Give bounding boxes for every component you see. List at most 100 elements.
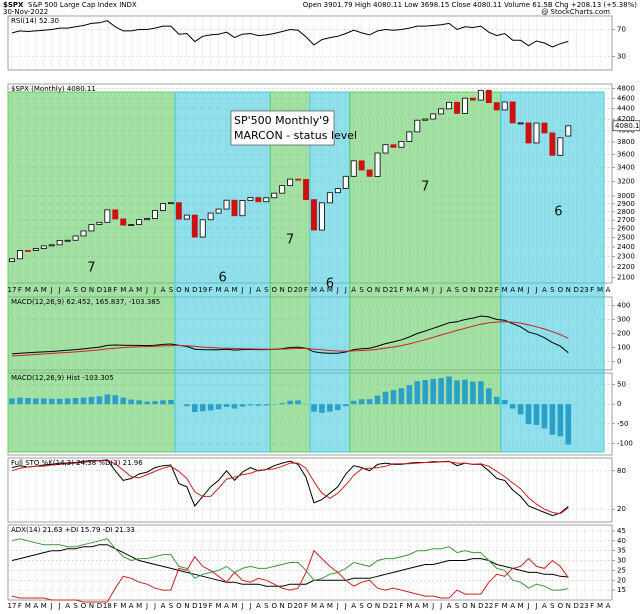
candle bbox=[199, 219, 206, 238]
candle bbox=[128, 224, 135, 226]
x-tick-label: M bbox=[422, 286, 428, 294]
x-tick-label: N bbox=[375, 286, 380, 294]
x-tick-label: M bbox=[136, 602, 142, 610]
candle bbox=[80, 230, 87, 237]
candle bbox=[183, 214, 190, 220]
x-tick-label: D bbox=[192, 286, 197, 294]
candle bbox=[136, 219, 143, 225]
candle bbox=[549, 132, 556, 156]
candle bbox=[334, 188, 341, 194]
candle bbox=[454, 101, 460, 114]
candle bbox=[40, 245, 47, 249]
hist-bar bbox=[9, 398, 15, 405]
x-tick-label: M bbox=[216, 286, 222, 294]
hist-bar bbox=[327, 404, 333, 412]
x-tick-label: J bbox=[534, 602, 537, 610]
x-tick-label: F bbox=[18, 286, 22, 294]
credit: @ StockCharts.com bbox=[541, 8, 610, 16]
candle bbox=[525, 122, 532, 144]
hist-bar bbox=[33, 398, 39, 405]
y-tick-label: -100 bbox=[617, 439, 633, 447]
candle bbox=[72, 235, 79, 241]
x-tick-label: A bbox=[447, 602, 452, 610]
hist-bar bbox=[17, 397, 23, 405]
y-tick-label: 20 bbox=[617, 576, 626, 584]
x-tick-label: 19 bbox=[198, 286, 207, 294]
hist-bar bbox=[342, 404, 349, 407]
hist-bar bbox=[72, 397, 79, 405]
x-tick-label: J bbox=[336, 286, 339, 294]
x-tick-label: O bbox=[81, 602, 87, 610]
candle bbox=[326, 192, 333, 204]
candle bbox=[48, 244, 55, 247]
hist-bar bbox=[438, 378, 444, 405]
x-tick-label: 17 bbox=[8, 602, 17, 610]
x-tick-label: M bbox=[25, 602, 31, 610]
date: 30-Nov-2022 bbox=[3, 8, 48, 16]
y-tick-label: 3600 bbox=[617, 150, 635, 158]
indicator-line bbox=[11, 538, 569, 591]
annotation-box bbox=[230, 110, 335, 146]
candle bbox=[56, 240, 63, 246]
hist-bar bbox=[565, 404, 572, 445]
x-tick-label: S bbox=[455, 286, 460, 294]
x-tick-label: A bbox=[256, 602, 261, 610]
x-tick-label: 20 bbox=[294, 286, 303, 294]
hist-bar bbox=[390, 390, 397, 405]
y-tick-label: 30 bbox=[617, 557, 626, 565]
candle bbox=[366, 169, 373, 177]
y-tick-label: 3000 bbox=[617, 192, 635, 200]
candle bbox=[541, 122, 548, 134]
x-tick-label: 20 bbox=[294, 602, 303, 610]
hist-bar bbox=[88, 396, 95, 405]
y-tick-label: 300 bbox=[617, 315, 630, 323]
x-tick-label: M bbox=[518, 286, 524, 294]
x-tick-label: 23 bbox=[580, 286, 589, 294]
zone bbox=[309, 91, 351, 453]
hist-bar bbox=[422, 380, 429, 405]
x-tick-label: N bbox=[184, 602, 189, 610]
x-tick-label: S bbox=[169, 602, 174, 610]
x-tick-label: J bbox=[240, 286, 243, 294]
hist-bar bbox=[48, 398, 55, 405]
annotation: MARCON - status level bbox=[234, 129, 357, 142]
x-tick-label: S bbox=[455, 602, 460, 610]
y-tick-label: 2900 bbox=[617, 200, 635, 208]
x-tick-label: F bbox=[304, 602, 308, 610]
hist-bar bbox=[509, 404, 516, 409]
candle bbox=[104, 209, 111, 223]
x-tick-label: J bbox=[50, 602, 53, 610]
x-tick-label: A bbox=[320, 602, 325, 610]
x-tick-label: M bbox=[597, 286, 603, 294]
candle bbox=[414, 119, 421, 133]
x-tick-label: S bbox=[73, 286, 78, 294]
x-tick-label: N bbox=[280, 602, 285, 610]
x-tick-label: A bbox=[65, 286, 70, 294]
x-tick-label: J bbox=[439, 286, 442, 294]
candle bbox=[64, 239, 71, 242]
x-tick-label: M bbox=[120, 286, 126, 294]
panel-title: RSI(14) 52.30 bbox=[11, 17, 59, 25]
x-tick-label: N bbox=[375, 602, 380, 610]
candle bbox=[271, 192, 278, 199]
candle bbox=[438, 108, 445, 115]
symbol: $SPX bbox=[3, 1, 24, 9]
candle bbox=[223, 199, 230, 210]
x-tick-label: F bbox=[495, 602, 499, 610]
panel-title: MACD(12,26,9) Hist -103.305 bbox=[11, 374, 114, 382]
hist-bar bbox=[501, 399, 508, 405]
hist-bar bbox=[335, 404, 341, 411]
x-tick-label: M bbox=[231, 286, 237, 294]
hist-bar bbox=[493, 396, 500, 405]
hist-bar bbox=[96, 396, 103, 405]
candle bbox=[557, 137, 564, 156]
hist-bar bbox=[279, 403, 285, 405]
x-tick-label: A bbox=[129, 602, 134, 610]
y-tick-label: 2300 bbox=[617, 253, 635, 261]
candle bbox=[406, 131, 413, 142]
x-tick-label: D bbox=[97, 286, 102, 294]
y-tick-label: 4400 bbox=[617, 105, 635, 113]
hist-bar bbox=[136, 400, 142, 405]
x-tick-label: D bbox=[383, 286, 388, 294]
x-tick-label: M bbox=[41, 602, 47, 610]
